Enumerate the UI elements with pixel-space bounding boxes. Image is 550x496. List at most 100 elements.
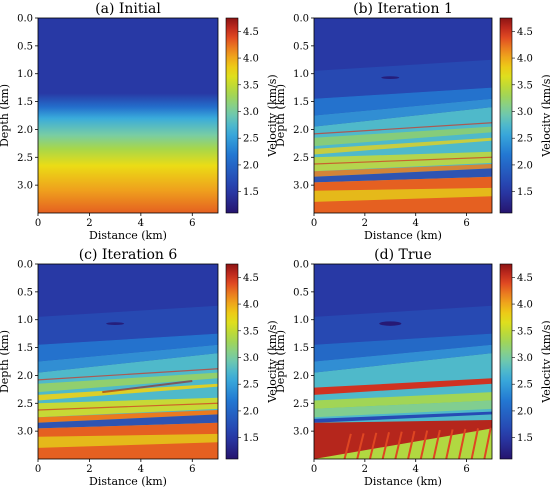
- y-tick-label: 3.0: [17, 427, 33, 438]
- panel-title: (a) Initial: [95, 1, 161, 17]
- colorbar-label: Velocity (km/s): [540, 74, 550, 157]
- y-tick-label: 1.5: [293, 343, 309, 354]
- x-tick-label: 4: [413, 464, 419, 475]
- colorbar-tick-label: 3.5: [517, 326, 533, 337]
- y-tick-label: 0.5: [17, 287, 33, 298]
- y-tick-label: 0.5: [293, 287, 309, 298]
- colorbar-tick-label: 4.0: [243, 54, 259, 65]
- colorbar-tick-label: 4.5: [517, 27, 533, 38]
- colorbar-tick-label: 4.0: [243, 300, 259, 311]
- colorbar-tick-label: 4.5: [243, 273, 259, 284]
- panel-1: (b) Iteration 1 0 2 4 6 Distance (km) 0.0 0.5 1.…: [274, 1, 550, 242]
- x-tick-label: 6: [189, 464, 195, 475]
- colorbar-tick-label: 2.5: [517, 134, 533, 145]
- y-axis-label: Depth (km): [274, 330, 287, 393]
- panel-0: (a) Initial 0 2 4 6 Distance (km) 0.0 0.5 1.0 1.5…: [0, 1, 279, 242]
- y-tick-label: 3.0: [293, 181, 309, 192]
- colorbar-tick-label: 1.5: [243, 187, 259, 198]
- x-tick-label: 2: [362, 218, 368, 229]
- colorbar: [499, 263, 513, 460]
- x-axis-label: Distance (km): [89, 229, 167, 242]
- panel-title: (b) Iteration 1: [353, 1, 453, 17]
- y-tick-label: 2.0: [17, 125, 33, 136]
- y-axis-label: Depth (km): [0, 330, 11, 393]
- colorbar-label: Velocity (km/s): [540, 320, 550, 403]
- x-tick-label: 2: [86, 218, 92, 229]
- colorbar: [225, 263, 239, 460]
- panel-3: (d) True 0 2 4 6 Distance (km) 0.0 0.5 1.0 1.5 2.0…: [274, 247, 550, 488]
- y-tick-label: 2.5: [293, 153, 309, 164]
- y-tick-label: 2.5: [17, 153, 33, 164]
- colorbar-tick-label: 1.5: [517, 187, 533, 198]
- y-tick-label: 2.5: [293, 399, 309, 410]
- colorbar-tick-label: 2.5: [243, 380, 259, 391]
- x-tick-label: 2: [86, 464, 92, 475]
- colorbar-tick-label: 3.5: [243, 80, 259, 91]
- x-tick-label: 0: [311, 464, 317, 475]
- colorbar-tick-label: 3.0: [243, 353, 259, 364]
- plot-frame: [37, 17, 219, 214]
- y-tick-label: 1.5: [17, 343, 33, 354]
- x-tick-label: 6: [463, 218, 469, 229]
- y-tick-label: 0.0: [17, 260, 33, 271]
- x-tick-label: 4: [138, 464, 144, 475]
- y-tick-label: 1.5: [293, 97, 309, 108]
- x-tick-label: 4: [413, 218, 419, 229]
- y-tick-label: 0.0: [293, 260, 309, 271]
- panel-2: (c) Iteration 6 0 2 4 6 Distance (km) 0.0 0.5 1.…: [0, 247, 279, 488]
- x-tick-label: 4: [138, 218, 144, 229]
- x-axis-label: Distance (km): [364, 475, 442, 488]
- y-axis-label: Depth (km): [0, 84, 11, 147]
- heatmap-image: [38, 264, 218, 459]
- heatmap-image: [314, 264, 492, 459]
- y-tick-label: 1.0: [293, 69, 309, 80]
- colorbar-tick-label: 2.0: [517, 406, 533, 417]
- x-tick-label: 6: [189, 218, 195, 229]
- y-tick-label: 1.0: [293, 315, 309, 326]
- y-tick-label: 2.0: [293, 371, 309, 382]
- colorbar-tick-label: 2.0: [243, 160, 259, 171]
- colorbar-label: Velocity (km/s): [266, 320, 279, 403]
- panel-title: (d) True: [374, 247, 432, 263]
- x-axis-label: Distance (km): [89, 475, 167, 488]
- x-tick-label: 6: [463, 464, 469, 475]
- colorbar-tick-label: 4.0: [517, 54, 533, 65]
- y-tick-label: 2.0: [17, 371, 33, 382]
- colorbar-tick-label: 3.0: [517, 107, 533, 118]
- colorbar-tick-label: 4.5: [517, 273, 533, 284]
- plot-frame: [313, 17, 493, 214]
- colorbar-tick-label: 3.5: [243, 326, 259, 337]
- colorbar-tick-label: 4.5: [243, 27, 259, 38]
- x-axis-label: Distance (km): [364, 229, 442, 242]
- x-tick-label: 0: [35, 218, 41, 229]
- y-tick-label: 0.5: [17, 41, 33, 52]
- y-axis-label: Depth (km): [274, 84, 287, 147]
- colorbar: [499, 17, 513, 214]
- colorbar-tick-label: 1.5: [243, 433, 259, 444]
- y-tick-label: 2.5: [17, 399, 33, 410]
- y-tick-label: 0.0: [293, 14, 309, 25]
- x-tick-label: 2: [362, 464, 368, 475]
- y-tick-label: 0.0: [17, 14, 33, 25]
- y-tick-label: 1.0: [17, 69, 33, 80]
- colorbar-tick-label: 3.0: [243, 107, 259, 118]
- x-tick-label: 0: [311, 218, 317, 229]
- x-tick-label: 0: [35, 464, 41, 475]
- panel-title: (c) Iteration 6: [79, 247, 178, 263]
- plot-frame: [313, 263, 493, 460]
- heatmap-image: [38, 18, 218, 213]
- plot-frame: [37, 263, 219, 460]
- colorbar-tick-label: 2.0: [517, 160, 533, 171]
- colorbar-tick-label: 2.5: [243, 134, 259, 145]
- y-tick-label: 3.0: [293, 427, 309, 438]
- y-tick-label: 3.0: [17, 181, 33, 192]
- colorbar: [225, 17, 239, 214]
- y-tick-label: 2.0: [293, 125, 309, 136]
- colorbar-tick-label: 4.0: [517, 300, 533, 311]
- heatmap-image: [314, 18, 492, 213]
- colorbar-label: Velocity (km/s): [266, 74, 279, 157]
- colorbar-tick-label: 3.0: [517, 353, 533, 364]
- colorbar-tick-label: 2.0: [243, 406, 259, 417]
- colorbar-tick-label: 1.5: [517, 433, 533, 444]
